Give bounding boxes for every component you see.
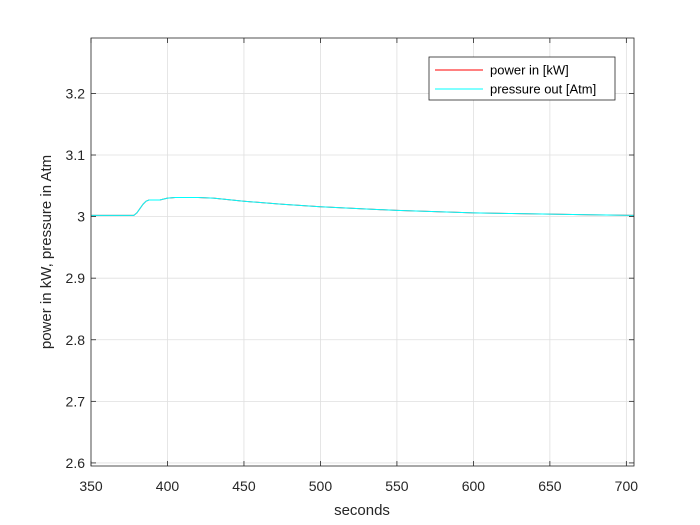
y-tick-label: 3 <box>77 209 85 225</box>
legend-label-1: pressure out [Atm] <box>490 82 596 97</box>
x-tick-label: 550 <box>385 478 409 494</box>
x-axis-label: seconds <box>334 502 390 519</box>
y-tick-label: 2.8 <box>66 332 86 348</box>
series-line-1 <box>91 197 635 216</box>
y-tick-label: 2.6 <box>66 455 86 471</box>
x-tick-label: 500 <box>309 478 333 494</box>
plot-frame <box>90 37 635 467</box>
y-tick-label: 2.9 <box>66 270 86 286</box>
grid-lines <box>90 38 634 466</box>
legend: power in [kW] pressure out [Atm] <box>428 56 616 101</box>
x-tick-label: 350 <box>79 478 103 494</box>
y-tick-label: 3.2 <box>66 85 86 101</box>
y-axis-label: power in kW, pressure in Atm <box>38 155 55 349</box>
x-tick-labels: 350 400 450 500 550 600 650 700 <box>79 478 638 494</box>
tick-marks <box>90 38 634 466</box>
y-tick-labels: 2.6 2.7 2.8 2.9 3 3.1 3.2 <box>66 85 86 470</box>
series-layer <box>91 197 635 216</box>
x-tick-label: 650 <box>538 478 562 494</box>
y-tick-label: 2.7 <box>66 393 86 409</box>
legend-label-0: power in [kW] <box>490 63 569 78</box>
x-tick-label: 700 <box>615 478 639 494</box>
legend-box <box>428 56 616 101</box>
y-tick-label: 3.1 <box>66 147 86 163</box>
x-tick-label: 600 <box>462 478 486 494</box>
plot-area <box>91 38 634 466</box>
x-tick-label: 450 <box>232 478 256 494</box>
x-tick-label: 400 <box>156 478 180 494</box>
